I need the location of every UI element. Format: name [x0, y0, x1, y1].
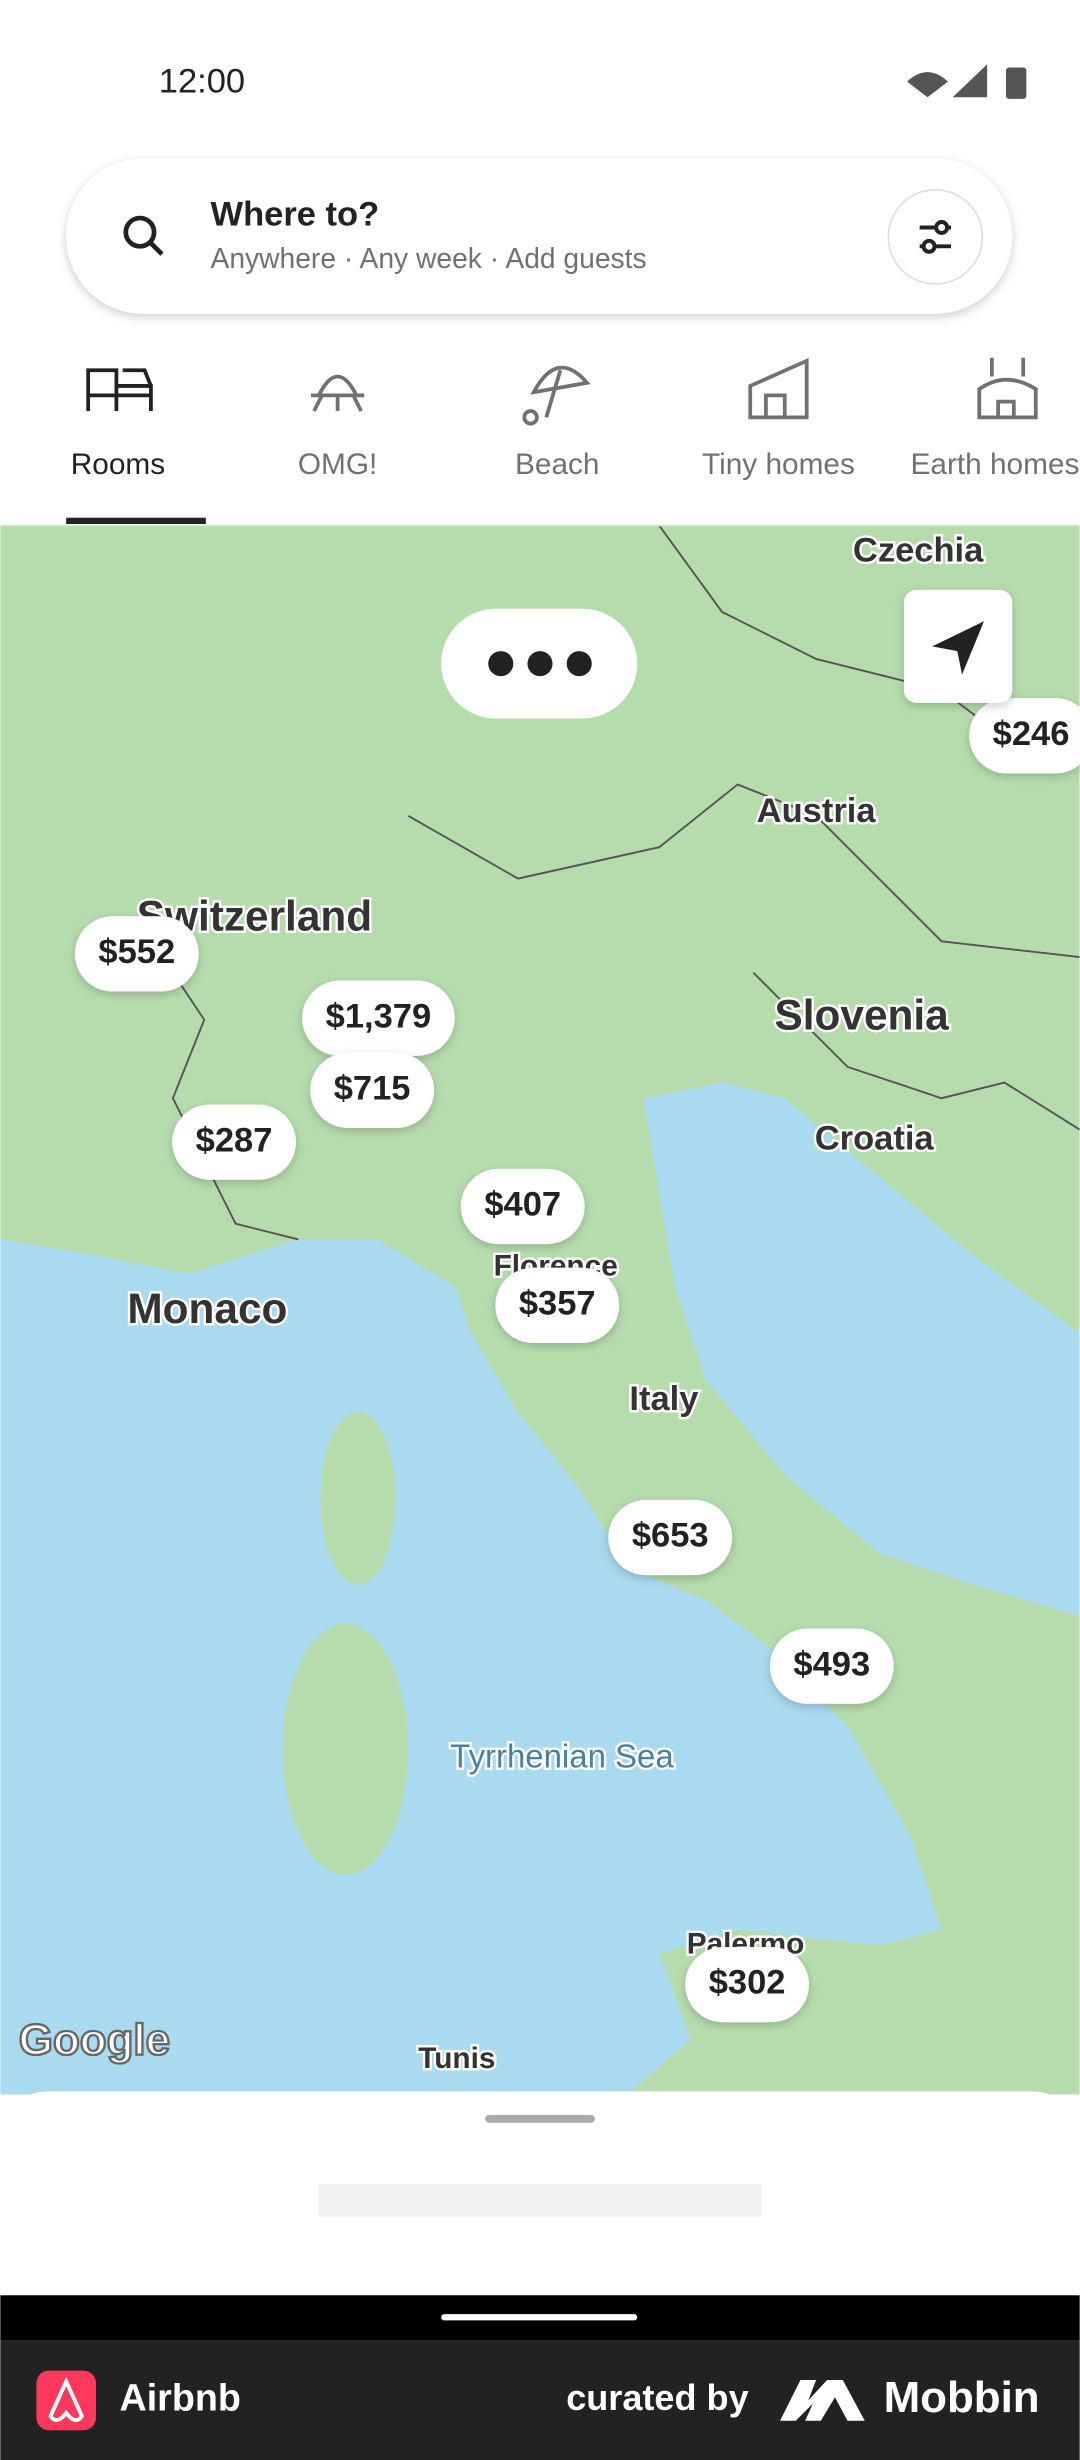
category-tab[interactable]: Earth homes — [911, 357, 1080, 481]
price-label: $302 — [709, 1964, 786, 2002]
price-pin[interactable]: $357 — [495, 1267, 620, 1343]
price-pin[interactable]: $1,379 — [302, 980, 455, 1056]
filter-button[interactable] — [887, 189, 984, 285]
map-place-label: Tunis — [418, 2042, 495, 2075]
price-label: $552 — [98, 933, 175, 971]
search-subtitle: Anywhere · Any week · Add guests — [211, 242, 647, 274]
footer-app: Airbnb — [120, 2376, 241, 2418]
price-pin[interactable]: $552 — [74, 916, 199, 992]
price-label: $287 — [196, 1121, 273, 1159]
price-label: $357 — [519, 1284, 596, 1322]
map-place-label: Slovenia — [775, 991, 950, 1038]
status-bar — [0, 0, 1080, 139]
category-tab[interactable]: Tiny homes — [702, 357, 855, 481]
map[interactable]: CzechiaAustriaSwitzerlandSloveniaCroatia… — [0, 525, 1080, 2095]
category-icon — [977, 357, 1038, 420]
price-pin[interactable]: $246 — [969, 698, 1080, 774]
category-label: Earth homes — [911, 448, 1080, 481]
status-time: 12:00 — [159, 62, 245, 100]
mobbin-logo — [780, 2379, 865, 2421]
loading-placeholder — [318, 2183, 762, 2217]
category-label: Tiny homes — [702, 448, 855, 481]
price-label: $653 — [632, 1517, 709, 1555]
category-icon — [748, 357, 809, 420]
price-label: $715 — [334, 1069, 411, 1107]
price-pin[interactable]: $493 — [769, 1628, 894, 1704]
map-place-label: Italy — [629, 1380, 698, 1418]
price-pill — [685, 1946, 809, 2023]
category-tab[interactable]: Beach — [515, 365, 600, 481]
price-pin[interactable]: $715 — [310, 1052, 435, 1129]
search-icon — [123, 215, 164, 256]
category-icon — [86, 368, 153, 412]
price-label: $1,379 — [326, 997, 432, 1035]
price-pill — [310, 1052, 435, 1129]
status-icons — [907, 64, 1027, 99]
category-icon — [522, 365, 591, 426]
price-pin[interactable]: $287 — [172, 1104, 296, 1180]
price-pill — [172, 1104, 296, 1180]
price-pill — [495, 1267, 620, 1343]
price-label: $407 — [484, 1186, 561, 1224]
map-place-label: Monaco — [127, 1285, 287, 1332]
category-icon — [310, 374, 365, 412]
category-label: OMG! — [298, 448, 377, 481]
map-attribution: Google — [19, 2015, 170, 2064]
price-pill — [74, 916, 199, 992]
price-label: $493 — [793, 1645, 870, 1683]
price-label: $246 — [993, 715, 1070, 753]
price-pill — [969, 698, 1080, 774]
category-tab[interactable]: Rooms — [71, 368, 165, 481]
price-pill — [608, 1499, 733, 1576]
sheet-handle — [485, 2114, 595, 2123]
footer — [0, 2340, 1080, 2460]
search-bar[interactable] — [66, 158, 1013, 314]
search-title: Where to? — [211, 196, 380, 234]
price-pill — [302, 980, 455, 1056]
price-pill — [460, 1168, 585, 1245]
locate-icon — [932, 621, 984, 675]
footer-curated: curated by — [566, 2377, 748, 2418]
price-pin[interactable]: $407 — [460, 1168, 585, 1245]
map-place-label: Czechia — [853, 531, 984, 569]
category-label: Rooms — [71, 448, 165, 481]
tab-indicator — [66, 517, 206, 525]
footer-brand: Mobbin — [884, 2373, 1040, 2422]
price-pin[interactable]: $653 — [608, 1499, 733, 1576]
filter-icon — [919, 220, 952, 254]
loading-dots — [488, 651, 592, 677]
map-place-label: Croatia — [815, 1120, 935, 1158]
price-pill — [769, 1628, 894, 1704]
airbnb-mark — [48, 2376, 85, 2423]
category-label: Beach — [515, 448, 600, 481]
category-tab[interactable]: OMG! — [298, 374, 377, 481]
map-place-label: Austria — [757, 792, 877, 830]
home-indicator — [441, 2314, 638, 2321]
map-place-label: Tyrrhenian Sea — [450, 1737, 674, 1774]
price-pin[interactable]: $302 — [685, 1946, 809, 2023]
